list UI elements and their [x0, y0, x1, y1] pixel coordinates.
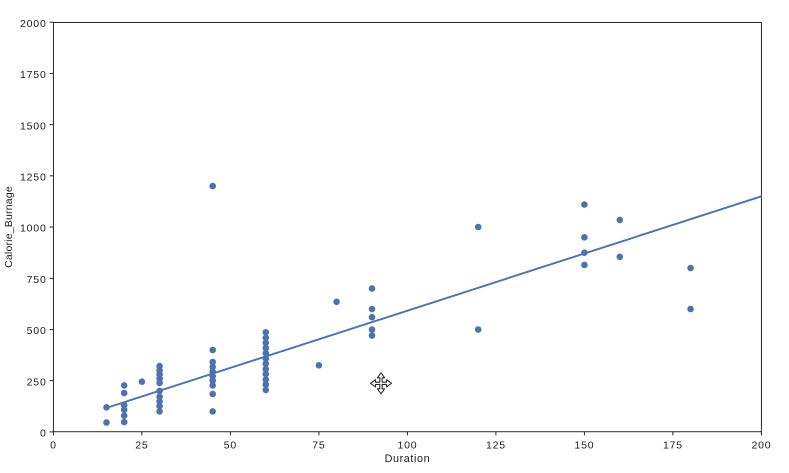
svg-text:0: 0 [50, 439, 57, 451]
svg-text:100: 100 [397, 439, 417, 451]
svg-text:50: 50 [224, 439, 237, 451]
svg-text:Calorie_Burnage: Calorie_Burnage [3, 186, 15, 268]
svg-text:150: 150 [574, 439, 594, 451]
svg-text:175: 175 [663, 439, 683, 451]
svg-text:1000: 1000 [20, 223, 47, 235]
svg-text:125: 125 [486, 439, 506, 451]
svg-text:200: 200 [751, 439, 771, 451]
svg-text:750: 750 [27, 274, 47, 286]
svg-text:1500: 1500 [20, 120, 47, 132]
svg-text:75: 75 [312, 439, 325, 451]
svg-text:0: 0 [40, 428, 47, 440]
svg-text:25: 25 [135, 439, 148, 451]
svg-text:1250: 1250 [20, 172, 47, 184]
svg-text:1750: 1750 [20, 69, 47, 81]
svg-text:250: 250 [27, 376, 47, 388]
svg-text:Duration: Duration [385, 453, 431, 465]
svg-text:2000: 2000 [20, 18, 47, 30]
svg-text:500: 500 [27, 325, 47, 337]
